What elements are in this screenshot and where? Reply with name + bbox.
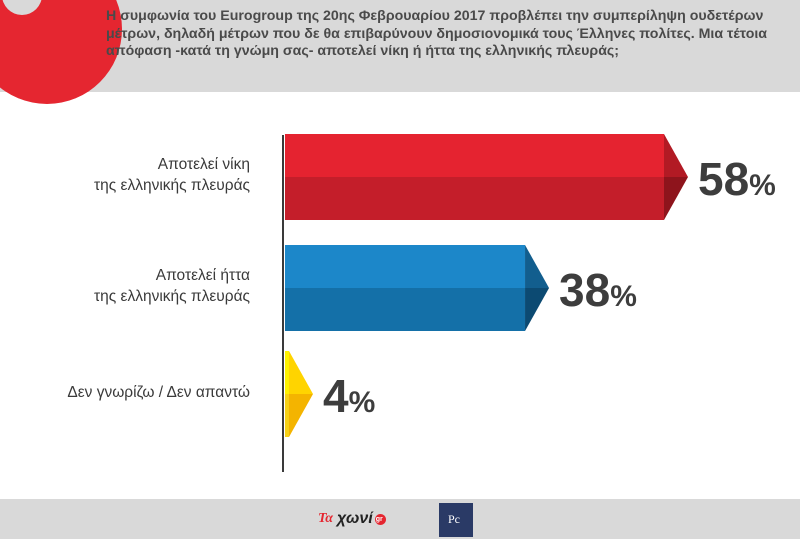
brand-suffix: gr — [375, 515, 383, 523]
category-label-3-line-1: Δεν γνωρίζω / Δεν απαντώ — [67, 383, 250, 401]
bar-2-cap-top — [525, 245, 550, 288]
survey-question: Η συμφωνία του Eurogroup της 20ης Φεβρου… — [106, 8, 768, 60]
bar-3-cap-bottom — [289, 394, 313, 437]
bar-2-top — [285, 245, 526, 288]
bar-chart: 58% 38% 4% — [282, 134, 776, 472]
publisher-logo: Ρc — [439, 503, 473, 537]
brand-word: χωνί — [337, 510, 373, 527]
publisher-mark: Ρc — [448, 512, 460, 526]
footer-band: Τα χωνί gr Ρc — [0, 499, 800, 539]
category-label-2: Αποτελεί ήττα της ελληνικής πλευράς — [94, 265, 250, 307]
bar-3-bottom — [285, 394, 289, 437]
bar-1-top — [285, 134, 664, 177]
brand-circle-logo — [0, 0, 122, 104]
bar-3-top — [285, 351, 289, 394]
bar-1-cap-top — [664, 134, 688, 177]
bar-1-value-label: 58% — [698, 153, 776, 205]
tomato-brand-logo: Τα χωνί gr — [318, 508, 386, 530]
brand-dot-icon — [374, 513, 386, 525]
category-label-1-line-1: Αποτελεί νίκη — [157, 156, 250, 173]
bar-3-value-label: 4% — [323, 370, 375, 422]
category-label-2-line-1: Αποτελεί ήττα — [155, 267, 250, 284]
category-label-3: Δεν γνωρίζω / Δεν απαντώ — [67, 382, 250, 403]
bar-1-bottom — [285, 177, 664, 220]
chart-area: 58% 38% 4% Αποτελεί νίκη της ελληνικής πλευ… — [0, 92, 800, 499]
category-label-1-line-2: της ελληνικής πλευράς — [94, 177, 250, 194]
category-label-1: Αποτελεί νίκη της ελληνικής πλευράς — [94, 154, 250, 196]
bar-1-cap-bottom — [664, 177, 688, 220]
brand-circle-hole — [2, 0, 42, 15]
header-band: Η συμφωνία του Eurogroup της 20ης Φεβρου… — [0, 0, 800, 104]
category-label-2-line-2: της ελληνικής πλευράς — [94, 288, 250, 305]
bar-2-value-label: 38% — [559, 264, 637, 316]
bar-3-cap-top — [289, 351, 313, 394]
bar-2-cap-bottom — [525, 288, 550, 331]
bar-2-bottom — [285, 288, 526, 331]
brand-prefix: Τα — [318, 511, 334, 526]
